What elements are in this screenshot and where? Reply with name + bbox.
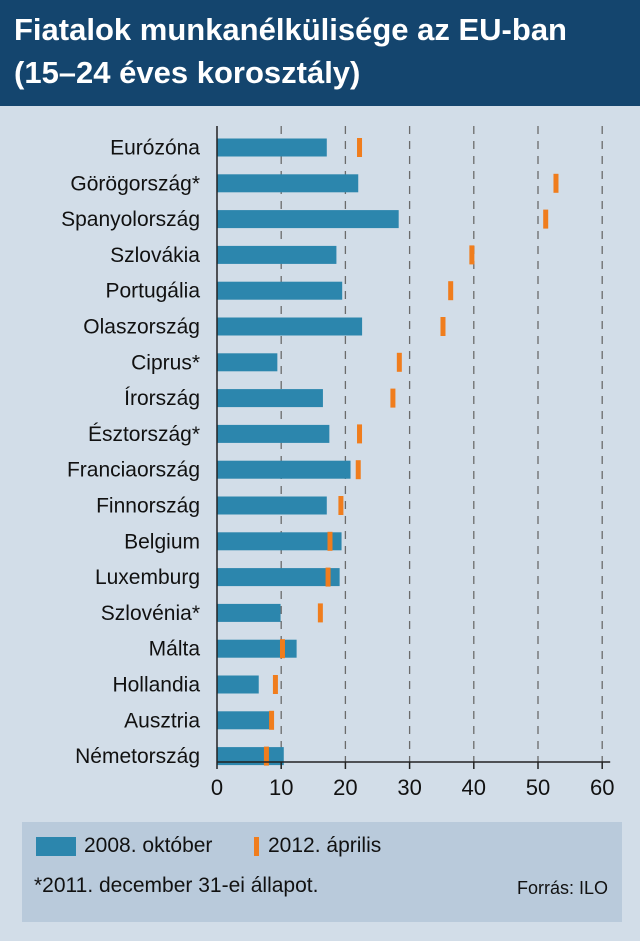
footnote: *2011. december 31-ei állapot. [34, 874, 319, 897]
bars [217, 138, 399, 766]
x-tick-label: 30 [397, 775, 421, 800]
bar [217, 281, 343, 300]
category-label: Belgium [124, 530, 200, 553]
chart-background [0, 106, 640, 941]
legend-swatch-bar [36, 837, 76, 856]
chart-subtitle: (15–24 éves korosztály) [14, 55, 361, 90]
x-tick-label: 60 [590, 775, 614, 800]
bar [217, 603, 281, 622]
x-axis: 0 10 20 30 40 50 60 [211, 126, 614, 800]
marker [272, 675, 278, 694]
bar [217, 711, 274, 730]
legend-label-2012: 2012. április [268, 834, 382, 857]
category-label: Szlovénia* [101, 602, 200, 625]
category-label: Ausztria [124, 709, 200, 732]
source-note: Forrás: ILO [516, 878, 608, 898]
marker [553, 173, 559, 193]
marker [543, 209, 549, 229]
marker [396, 352, 402, 372]
category-label: Luxemburg [95, 566, 200, 589]
category-label: Szlovákia [110, 244, 200, 267]
bar [217, 532, 342, 551]
bar [217, 424, 330, 443]
bar [217, 389, 323, 408]
marker [355, 460, 361, 480]
category-label: Hollandia [112, 674, 200, 697]
title-bar: Fiatalok munkanélkülisége az EU-ban (15–… [0, 0, 640, 106]
bar [217, 353, 278, 372]
marker [269, 710, 275, 730]
marker [357, 424, 363, 444]
legend: 2008. október 2012. április *2011. decem… [22, 822, 622, 922]
bar [217, 245, 337, 264]
legend-swatch-marker [254, 837, 259, 856]
category-label: Németország [75, 745, 200, 768]
category-labels: Eurózóna Görögország* Spanyolország Szlovák… [61, 137, 200, 769]
category-label: Írország [124, 387, 200, 410]
x-tick-label: 0 [211, 775, 223, 800]
x-tick-label: 10 [269, 775, 293, 800]
category-label: Franciaország [67, 459, 200, 482]
marker [338, 496, 344, 515]
x-tick-label: 20 [333, 775, 357, 800]
bar [217, 138, 327, 157]
bar [217, 675, 259, 694]
category-label: Ciprus* [131, 351, 200, 374]
marker [448, 281, 454, 301]
marker [357, 138, 363, 157]
marker [317, 603, 323, 623]
marker [279, 639, 285, 659]
category-label: Portugália [105, 280, 200, 303]
bar-chart: Eurózóna Görögország* Spanyolország Szlovák… [61, 126, 614, 800]
chart-title: Fiatalok munkanélkülisége az EU-ban [14, 12, 567, 47]
marker [325, 567, 331, 587]
grid-lines [280, 126, 603, 762]
bar [217, 317, 363, 336]
markers [263, 138, 559, 766]
legend-label-2008: 2008. október [84, 834, 213, 857]
bar [217, 460, 351, 479]
x-tick-label: 50 [526, 775, 550, 800]
category-label: Finnország [96, 495, 200, 518]
category-label: Olaszország [83, 316, 200, 339]
marker [263, 746, 269, 766]
category-label: Észtország* [88, 423, 200, 446]
category-label: Eurózóna [110, 137, 200, 160]
x-tick-label: 40 [462, 775, 486, 800]
bar [217, 496, 327, 515]
bar [217, 174, 359, 193]
category-label: Görögország* [70, 172, 200, 195]
bar [217, 568, 340, 587]
marker [440, 317, 446, 336]
category-label: Málta [149, 638, 201, 661]
bar [217, 639, 297, 658]
category-label: Spanyolország [61, 208, 200, 231]
bar [217, 210, 399, 229]
marker [327, 531, 333, 551]
marker [469, 245, 475, 265]
marker [390, 388, 396, 408]
